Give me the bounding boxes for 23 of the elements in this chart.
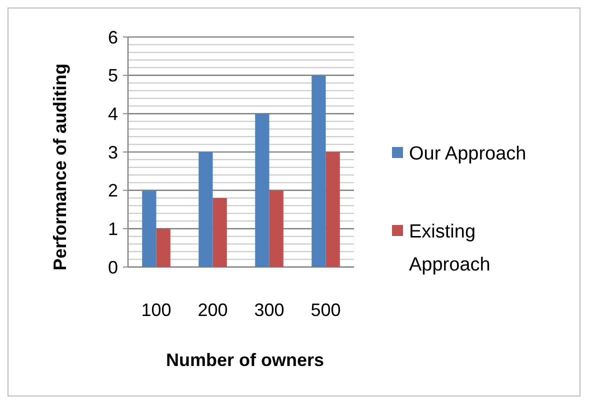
- bar: [255, 114, 270, 267]
- legend-label: Existing Approach: [409, 222, 490, 276]
- y-tick-label: 4: [108, 104, 118, 124]
- y-tick-label: 3: [108, 142, 118, 162]
- x-tick-label: 300: [254, 300, 284, 320]
- x-axis-title: Number of owners: [166, 350, 324, 370]
- bar: [312, 75, 326, 267]
- x-tick-label: 100: [141, 300, 172, 320]
- bar: [142, 190, 156, 267]
- legend-label: Our Approach: [409, 144, 526, 165]
- y-tick-label: 1: [108, 218, 118, 239]
- bar: [212, 198, 227, 267]
- y-tick-label: 5: [108, 66, 118, 86]
- y-tick-label: 0: [108, 257, 118, 278]
- x-tick-label: 500: [310, 300, 341, 320]
- bar: [156, 228, 170, 267]
- y-tick-label: 6: [108, 27, 118, 48]
- y-axis-title: Performance of auditing: [50, 63, 70, 271]
- bar: [198, 152, 213, 267]
- bar: [326, 152, 340, 267]
- y-tick-label: 2: [108, 180, 118, 201]
- bar: [269, 190, 284, 267]
- x-tick-label: 200: [198, 300, 228, 320]
